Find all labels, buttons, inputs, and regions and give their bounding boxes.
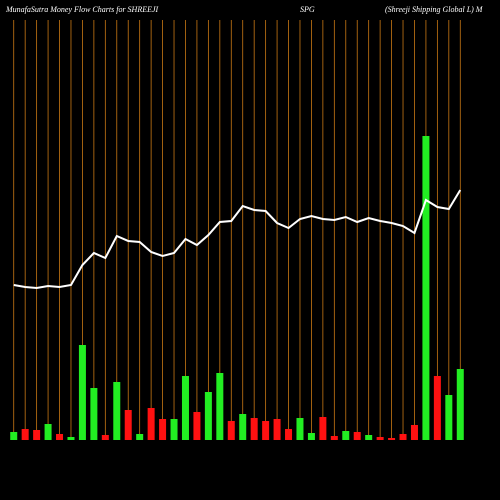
bar [44,424,52,440]
bar [227,421,235,440]
bar [204,392,212,440]
bar [388,438,396,440]
bar [296,418,304,440]
bar [136,434,144,440]
bar [262,421,270,440]
bar [239,414,247,440]
bar [456,369,464,440]
bar [10,432,18,440]
bar [113,382,121,440]
bar [33,430,41,440]
company: (Shreeji Shipping Global L) M [385,5,484,14]
bar [365,435,373,440]
bar [410,425,418,440]
bar [193,412,201,440]
bar [285,429,293,440]
bar [307,433,315,440]
bar [101,435,109,440]
line [13,189,462,290]
bar [181,376,189,440]
bar [342,431,350,440]
bar [78,345,86,440]
bar [250,418,258,440]
bar [159,419,167,440]
bar [445,395,453,440]
bar [376,437,384,440]
bar [422,136,430,440]
bar [21,429,29,440]
symbol: SPG [300,5,315,14]
bar [147,408,155,440]
bar [90,388,98,440]
bar [330,436,338,440]
bar [67,437,75,440]
bar [433,376,441,440]
bar [319,417,327,440]
bar [170,419,178,440]
chart-title: MunafaSutra Money Flow Charts for SHREEJ… [5,5,159,14]
bar [399,434,407,440]
bar [216,373,224,440]
bar [56,434,64,440]
bar [273,419,281,440]
bar [124,410,132,440]
bar [353,432,361,440]
